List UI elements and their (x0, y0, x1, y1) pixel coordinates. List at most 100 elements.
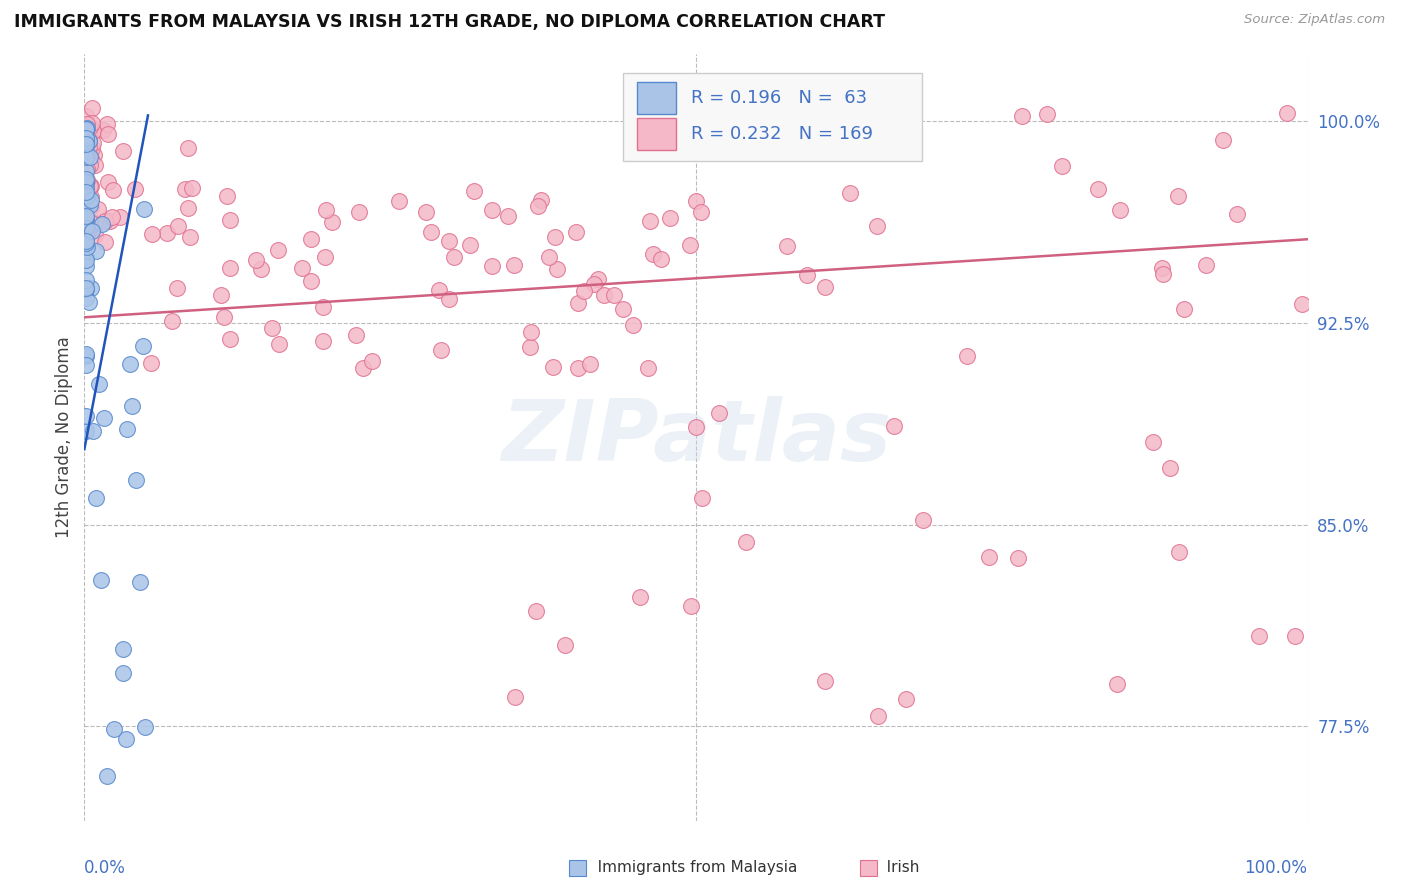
Point (679, 238, 702, 252)
Point (352, 361, 374, 376)
Point (91, 217, 114, 231)
Point (75, 250, 97, 264)
Point (567, 295, 589, 310)
Point (112, 144, 135, 158)
Point (603, 287, 626, 301)
Point (181, 181, 204, 195)
Point (79, 178, 101, 193)
Point (291, 260, 314, 275)
Point (814, 673, 837, 688)
Point (956, 349, 979, 363)
Point (77, 134, 100, 148)
Point (637, 361, 659, 376)
Point (82, 136, 104, 151)
Point (79, 158, 101, 172)
Point (75, 201, 97, 215)
Point (690, 205, 713, 219)
Point (87, 202, 110, 216)
Point (90, 573, 112, 587)
Point (112, 666, 135, 681)
Point (1275, 106, 1298, 120)
Point (643, 247, 665, 261)
Point (301, 232, 323, 246)
Point (75, 282, 97, 296)
Point (112, 642, 135, 657)
Point (84, 491, 107, 506)
Point (565, 226, 588, 240)
Point (75, 194, 97, 208)
Point (894, 692, 917, 706)
Bar (637, 118, 676, 150)
Point (76, 117, 98, 131)
Point (94, 235, 117, 249)
Point (128, 575, 150, 590)
Point (299, 274, 322, 288)
Point (463, 184, 485, 198)
Point (96, 769, 118, 783)
Point (94, 214, 117, 228)
Point (82, 116, 104, 130)
Point (650, 252, 672, 267)
Point (124, 473, 146, 487)
Point (883, 418, 905, 433)
Point (572, 284, 595, 298)
Point (82, 141, 104, 155)
Point (101, 183, 124, 197)
Point (312, 300, 335, 314)
Point (612, 301, 634, 316)
Point (79, 178, 101, 193)
Point (312, 334, 335, 348)
Point (80, 179, 103, 194)
Point (75, 409, 97, 423)
Point (638, 213, 661, 227)
Point (76, 190, 98, 204)
Text: R = 0.232   N = 169: R = 0.232 N = 169 (692, 125, 873, 143)
Point (75, 110, 97, 124)
Point (75, 144, 97, 158)
Point (75, 358, 97, 372)
Point (97, 174, 120, 188)
Point (75, 125, 97, 139)
Point (659, 211, 682, 225)
Point (586, 271, 609, 285)
Point (75, 164, 97, 178)
Point (1036, 107, 1059, 121)
Point (77, 188, 100, 202)
Point (77, 145, 100, 159)
Point (266, 243, 288, 257)
Point (529, 194, 551, 208)
Point (75, 150, 97, 164)
Point (215, 189, 238, 203)
Point (1152, 267, 1174, 281)
Point (579, 357, 602, 371)
Point (1284, 629, 1306, 643)
Point (496, 209, 519, 223)
Text: IMMIGRANTS FROM MALAYSIA VS IRISH 12TH GRADE, NO DIPLOMA CORRELATION CHART: IMMIGRANTS FROM MALAYSIA VS IRISH 12TH G… (14, 13, 884, 31)
Point (1011, 110, 1033, 124)
Point (321, 215, 343, 229)
Point (79, 214, 101, 228)
Point (177, 141, 200, 155)
Point (537, 250, 560, 264)
Point (262, 320, 284, 334)
Point (209, 288, 232, 302)
Point (1194, 258, 1216, 272)
Point (554, 638, 576, 652)
Point (179, 229, 201, 244)
Point (75, 424, 97, 438)
Point (219, 333, 242, 347)
Text: Immigrants from Malaysia: Immigrants from Malaysia (583, 860, 797, 874)
Point (75, 135, 97, 149)
Point (80, 224, 103, 238)
Point (685, 194, 707, 208)
Point (388, 194, 411, 208)
Point (593, 287, 616, 301)
Point (77, 133, 100, 147)
Point (75, 121, 97, 136)
Point (76, 121, 98, 136)
Point (75, 137, 97, 152)
Text: ZIPatlas: ZIPatlas (501, 395, 891, 479)
Point (93, 410, 115, 425)
Point (419, 225, 441, 239)
Point (97, 127, 120, 141)
